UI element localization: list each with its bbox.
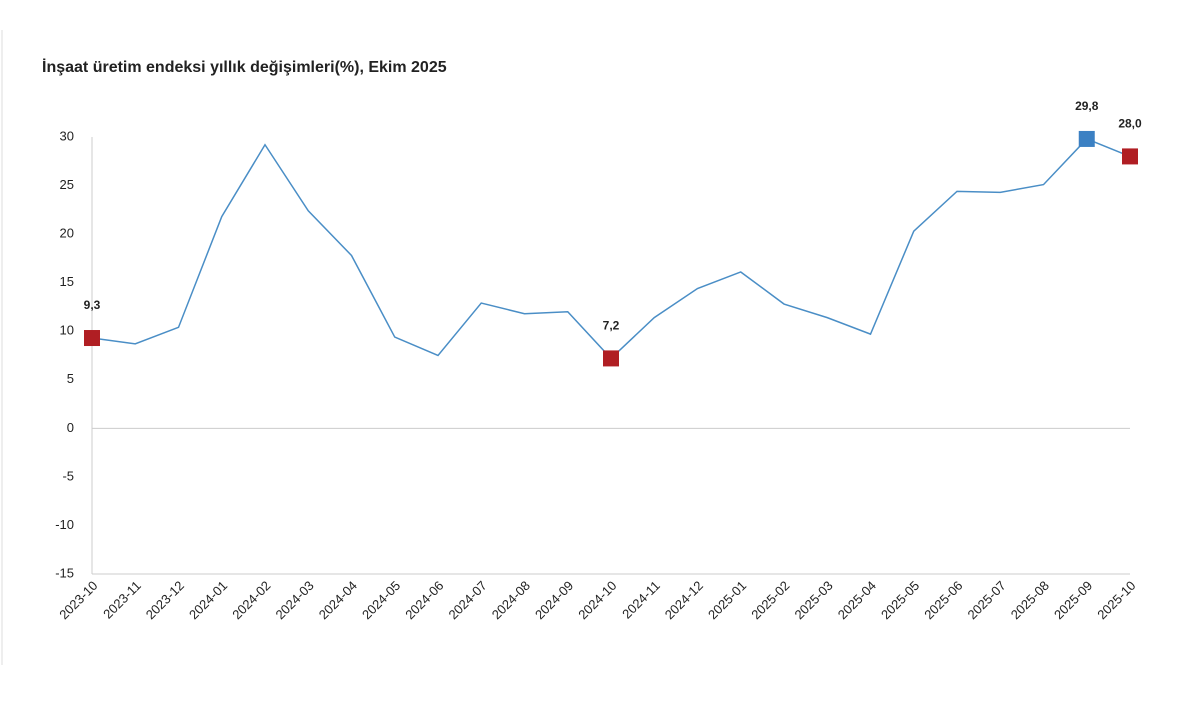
x-tick-label: 2024-11 (619, 578, 663, 622)
point-marker (1078, 130, 1095, 147)
point-marker (1122, 148, 1138, 165)
x-tick-label: 2025-07 (964, 578, 1008, 622)
x-tick-label: 2025-02 (748, 578, 792, 622)
y-tick-label: 30 (60, 128, 74, 143)
y-tick-label: -10 (55, 517, 74, 532)
x-tick-label: 2023-10 (56, 578, 100, 622)
x-tick-label: 2024-08 (489, 578, 533, 622)
point-marker (84, 330, 100, 347)
x-tick-label: 2024-01 (186, 578, 230, 622)
x-tick-label: 2025-03 (791, 578, 835, 622)
x-tick-label: 2024-07 (445, 578, 489, 622)
y-tick-label: 0 (67, 420, 74, 435)
x-tick-label: 2024-12 (662, 578, 706, 622)
x-tick-label: 2024-10 (575, 578, 619, 622)
x-tick-label: 2024-06 (402, 578, 446, 622)
value-label: 28,0 (1118, 117, 1142, 131)
x-tick-label: 2025-05 (878, 578, 922, 622)
x-tick-label: 2025-08 (1008, 578, 1052, 622)
x-tick-label: 2024-05 (359, 578, 403, 622)
x-tick-label: 2024-09 (532, 578, 576, 622)
x-tick-label: 2025-10 (1094, 578, 1138, 622)
y-tick-label: 5 (67, 371, 74, 386)
x-tick-label: 2024-04 (316, 578, 360, 622)
y-tick-label: 15 (60, 274, 74, 289)
x-tick-label: 2025-09 (1051, 578, 1095, 622)
value-label: 7,2 (603, 319, 620, 333)
x-tick-label: 2024-02 (229, 578, 273, 622)
chart-title: İnşaat üretim endeksi yıllık değişimleri… (42, 58, 447, 76)
y-tick-label: -5 (62, 468, 74, 483)
x-tick-label: 2023-11 (100, 578, 144, 622)
x-tick-label: 2024-03 (272, 578, 316, 622)
x-tick-label: 2025-04 (835, 578, 879, 622)
x-tick-label: 2023-12 (143, 578, 187, 622)
x-tick-label: 2025-01 (705, 578, 749, 622)
x-tick-label: 2025-06 (921, 578, 965, 622)
y-tick-label: -15 (55, 565, 74, 580)
value-label: 29,8 (1075, 99, 1099, 113)
y-tick-label: 25 (60, 177, 74, 192)
y-tick-label: 20 (60, 226, 74, 241)
value-label: 9,3 (84, 298, 101, 312)
point-marker (603, 350, 619, 367)
y-tick-label: 10 (60, 323, 74, 338)
